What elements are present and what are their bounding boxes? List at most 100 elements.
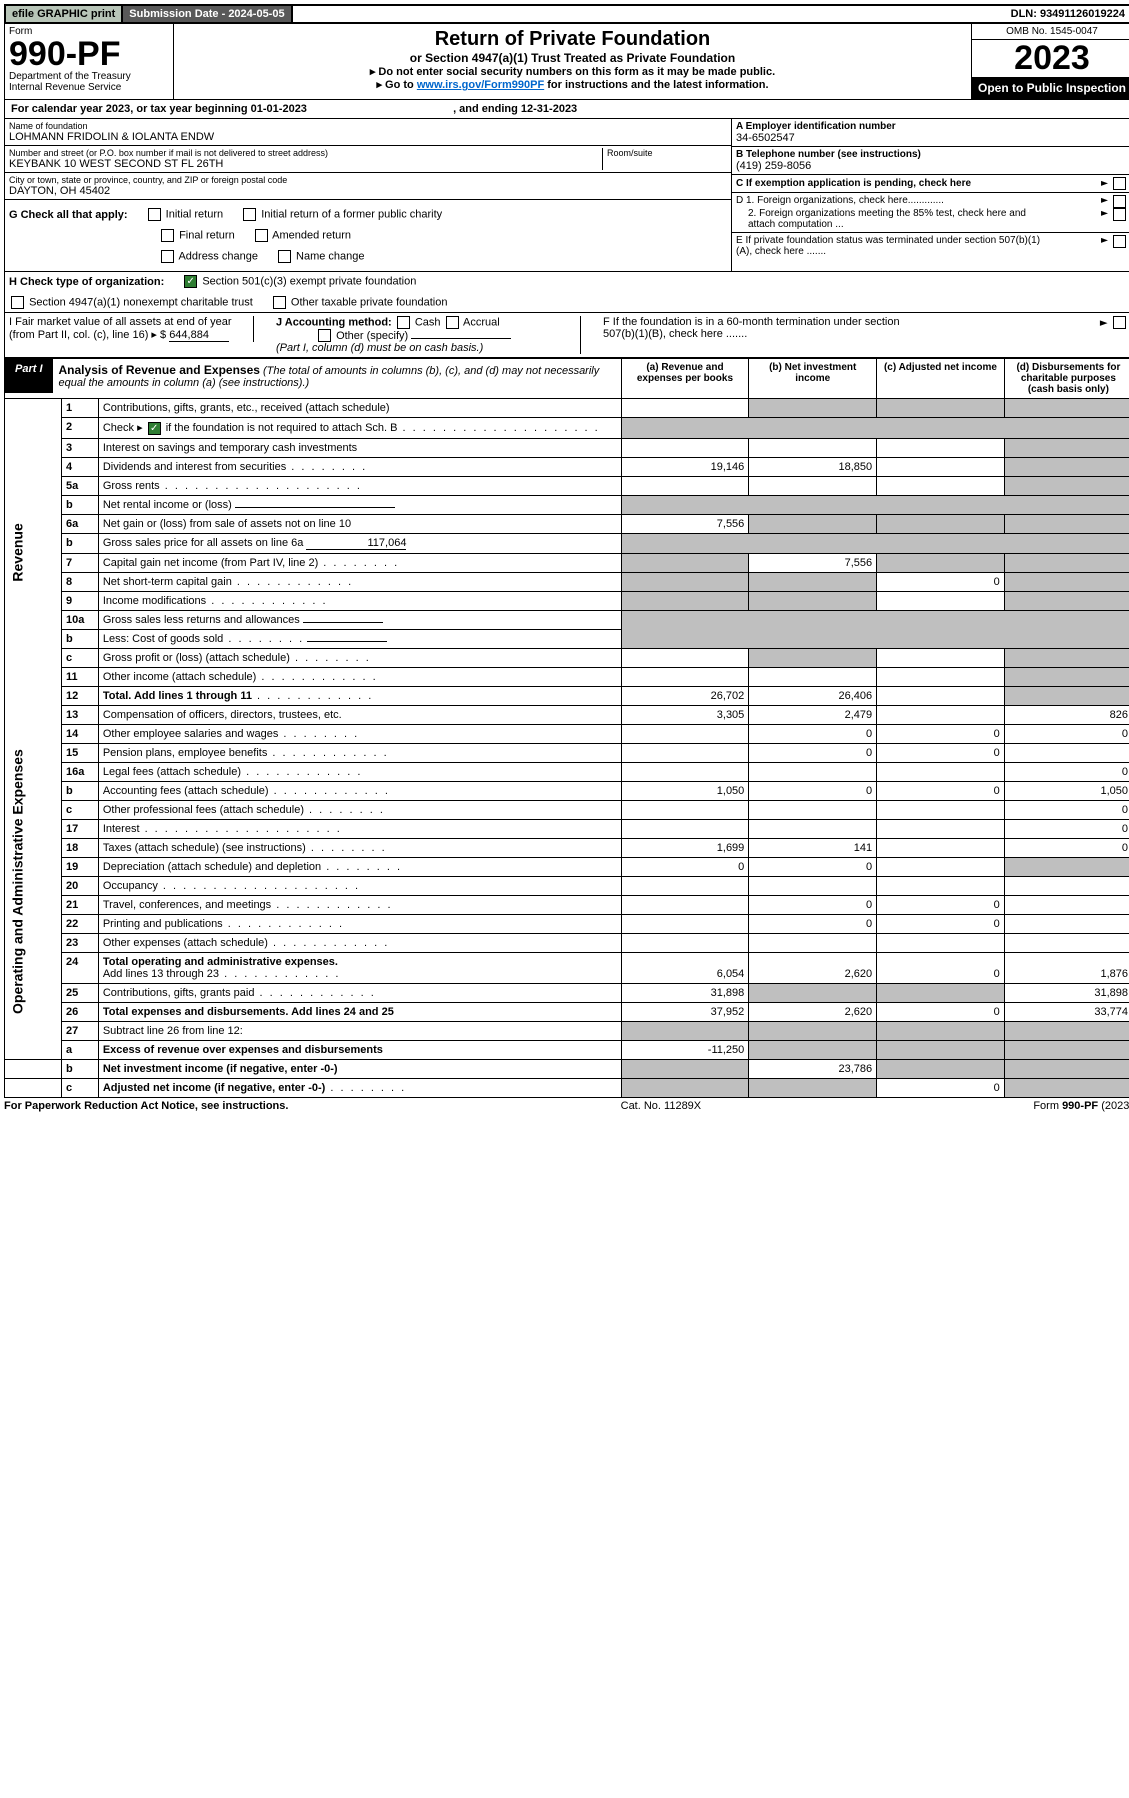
line-desc: Other income (attach schedule) [98,667,621,686]
check-final-return[interactable] [161,229,174,242]
line-no: 17 [62,819,99,838]
g5: Address change [178,251,258,263]
line-no: 21 [62,895,99,914]
line-desc: Accounting fees (attach schedule) [98,781,621,800]
line-no: 22 [62,914,99,933]
footer-left: For Paperwork Reduction Act Notice, see … [4,1100,288,1112]
j3: Other (specify) [336,330,408,342]
amt: 141 [749,838,877,857]
g4: Amended return [272,230,351,242]
check-f[interactable] [1113,316,1126,329]
line-desc: Net investment income (if negative, ente… [98,1059,621,1078]
submission-date: Submission Date - 2024-05-05 [123,6,292,22]
line-no: 11 [62,667,99,686]
check-addr-change[interactable] [161,250,174,263]
d2: 2. Foreign organizations meeting the 85%… [748,208,1048,230]
amt: 117,064 [306,537,406,550]
amt: 0 [877,572,1005,591]
line-no: 12 [62,686,99,705]
amt: 26,406 [749,686,877,705]
amt: 18,850 [749,457,877,476]
line-no: 15 [62,743,99,762]
line-no: 18 [62,838,99,857]
amt: 1,876 [1004,952,1129,983]
amt: 0 [877,914,1005,933]
h-row: H Check type of organization: Section 50… [4,272,1129,313]
ein-label: A Employer identification number [736,121,1128,132]
line-no: 27 [62,1021,99,1040]
arrow-icon: ▸ [1101,195,1108,208]
line-desc: Subtract line 26 from line 12: [98,1021,621,1040]
amt: 0 [749,914,877,933]
h3: Other taxable private foundation [291,297,448,309]
cal-begin: 01-01-2023 [251,103,307,115]
entity-info: Name of foundation LOHMANN FRIDOLIN & IO… [4,119,1129,272]
check-sch-b[interactable] [148,422,161,435]
line-desc: Check ▸ if the foundation is not require… [98,418,621,439]
line-no: 19 [62,857,99,876]
line-desc: Gross sales less returns and allowances [98,610,621,629]
check-c[interactable] [1113,177,1126,190]
irs-label: Internal Revenue Service [9,82,169,93]
amt: 0 [1004,762,1129,781]
check-d2[interactable] [1113,208,1126,221]
check-4947[interactable] [11,296,24,309]
check-other-taxable[interactable] [273,296,286,309]
amt: 0 [749,743,877,762]
col-b-header: (b) Net investment income [749,359,877,399]
amt: 19,146 [621,457,749,476]
line-desc: Total operating and administrative expen… [98,952,621,983]
check-501c3[interactable] [184,275,197,288]
line-no: 5a [62,476,99,495]
open-inspection: Open to Public Inspection [972,77,1129,99]
check-accrual[interactable] [446,316,459,329]
line-desc: Income modifications [98,591,621,610]
amt: 0 [877,895,1005,914]
check-cash[interactable] [397,316,410,329]
line-no: b [62,629,99,648]
g3: Final return [179,230,235,242]
check-name-change[interactable] [278,250,291,263]
amt: 2,620 [749,952,877,983]
line-desc: Occupancy [98,876,621,895]
line-desc: Excess of revenue over expenses and disb… [98,1040,621,1059]
col-a-header: (a) Revenue and expenses per books [621,359,749,399]
line-no: 23 [62,933,99,952]
h-label: H Check type of organization: [9,276,164,288]
check-d1[interactable] [1113,195,1126,208]
tax-year: 2023 [972,40,1129,77]
part1-title: Analysis of Revenue and Expenses (The to… [53,359,621,393]
check-e[interactable] [1113,235,1126,248]
amt: 2,620 [749,1002,877,1021]
line-desc: Printing and publications [98,914,621,933]
line-no: 25 [62,983,99,1002]
d1: D 1. Foreign organizations, check here..… [736,195,944,208]
check-initial-return[interactable] [148,208,161,221]
check-initial-former[interactable] [243,208,256,221]
line-desc: Taxes (attach schedule) (see instruction… [98,838,621,857]
omb-number: OMB No. 1545-0047 [972,24,1129,40]
form-year-block: OMB No. 1545-0047 2023 Open to Public In… [971,24,1129,99]
form990pf-link[interactable]: www.irs.gov/Form990PF [417,79,544,91]
cal-end: 12-31-2023 [521,103,577,115]
amt: 0 [877,1078,1005,1097]
amt: 0 [1004,819,1129,838]
line-no: 1 [62,399,99,418]
part1-label: Part I [5,359,53,393]
line-no: 24 [62,952,99,983]
amt: 33,774 [1004,1002,1129,1021]
form-title-block: Return of Private Foundation or Section … [174,24,971,99]
check-amended[interactable] [255,229,268,242]
amt: 31,898 [621,983,749,1002]
line-no: b [62,533,99,553]
amt: 7,556 [749,553,877,572]
amt: 0 [877,743,1005,762]
addr-label: Number and street (or P.O. box number if… [9,148,598,158]
check-other-method[interactable] [318,329,331,342]
amt: 7,556 [621,514,749,533]
line-desc: Other employee salaries and wages [98,724,621,743]
top-bar: efile GRAPHIC print Submission Date - 20… [4,4,1129,24]
arrow-icon: ▸ [1101,178,1108,189]
amt: 0 [877,724,1005,743]
dln: DLN: 93491126019224 [1005,6,1129,22]
